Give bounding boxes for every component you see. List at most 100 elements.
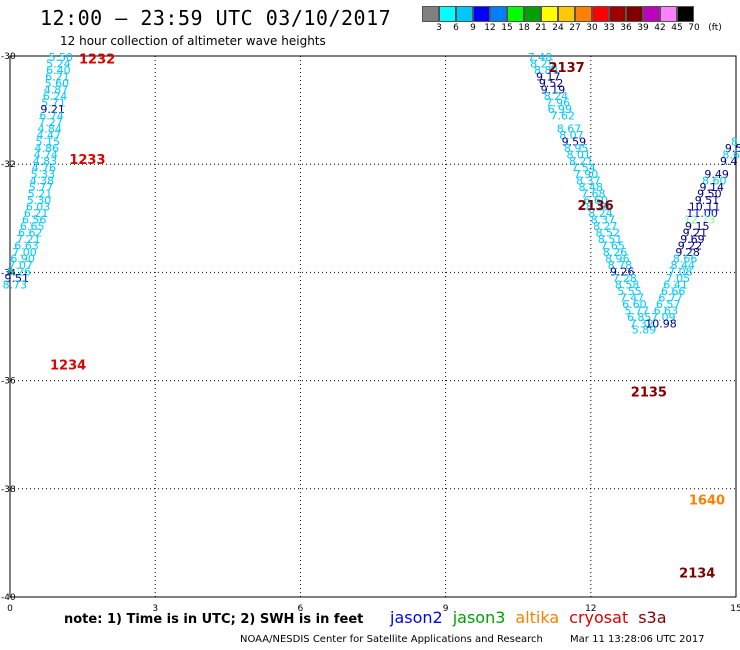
wave-height-label: 6.41: [663, 278, 688, 291]
wave-height-label: 7.07: [8, 259, 33, 272]
wave-height-label: 5.15: [36, 135, 61, 148]
wave-height-label: 7.27: [38, 116, 63, 129]
legend-label: 15: [501, 23, 513, 33]
wave-height-label: 7.90: [574, 168, 599, 181]
wave-height-label: 8.07: [559, 129, 584, 142]
wave-height-label: 8.26: [586, 200, 611, 213]
wave-height-label: 8.6: [722, 148, 740, 161]
wave-height-label: 7.54: [571, 161, 596, 174]
legend-swatch: [592, 6, 609, 22]
legend-label: 9: [470, 23, 476, 33]
wave-height-label: 7.08: [668, 265, 693, 278]
color-legend: [422, 6, 694, 22]
wave-height-label: 8.37: [576, 174, 601, 187]
x-tick-label: 12: [585, 604, 596, 614]
wave-height-label: 7.28: [612, 272, 637, 285]
legend-label: 33: [603, 23, 615, 33]
wave-height-label: 6.77: [658, 291, 683, 304]
wave-height-label: 6.57: [656, 298, 681, 311]
wave-height-label: 5.21: [28, 187, 53, 200]
wave-height-label: 7.47: [620, 291, 645, 304]
legend-label: 27: [569, 23, 581, 33]
satellite-jason3: jason3: [452, 608, 506, 627]
credit-text: NOAA/NESDIS Center for Satellite Applica…: [240, 634, 543, 645]
wave-height-label: 8.24: [544, 90, 569, 103]
wave-height-label: 5.24: [46, 58, 71, 71]
wave-height-label: 8.44: [671, 259, 696, 272]
wave-height-label: 9.5: [725, 142, 740, 155]
y-tick-label: -30: [1, 52, 16, 62]
satellite-s3a: s3a: [638, 608, 667, 627]
wave-height-label: 9.59: [562, 135, 587, 148]
legend-label: 36: [620, 23, 632, 33]
wave-height-label: 5.89: [632, 324, 657, 337]
wave-height-label: 4.74: [34, 148, 59, 161]
pass-time-label: 2136: [578, 199, 614, 214]
wave-height-label: 6.21: [45, 71, 70, 84]
satellite-jason2: jason2: [390, 608, 443, 627]
color-legend-labels: 3 6 9 12 15 18 21 24 27 30 33 36 39 42 45 70 (ft): [422, 23, 740, 35]
legend-swatch: [677, 6, 694, 22]
wave-height-label: 8.73: [3, 278, 28, 291]
y-tick-label: -36: [1, 377, 16, 387]
wave-height-label: 10.11: [689, 200, 721, 213]
wave-height-label: 6.65: [20, 220, 45, 233]
y-tick-label: -40: [1, 593, 16, 603]
wave-height-label: 8.58: [615, 278, 640, 291]
wave-height-label: 4.38: [30, 174, 55, 187]
wave-height-label: 8.66: [673, 252, 698, 265]
wave-height-label: 6.03: [26, 200, 51, 213]
wave-height-label: 7.65: [600, 239, 625, 252]
legend-label: 45: [671, 23, 683, 33]
satellite-cryosat: cryosat: [569, 608, 629, 627]
legend-label: 21: [535, 23, 547, 33]
legend-swatch: [643, 6, 660, 22]
wave-height-label: 7.21: [16, 233, 41, 246]
wave-height-label: 8.26: [603, 246, 628, 259]
satellite-altika: altika: [515, 608, 560, 627]
legend-label: 12: [484, 23, 496, 33]
y-tick-label: -38: [1, 485, 16, 495]
wave-height-label: 9.19: [541, 84, 566, 97]
wave-height-label: 11.00: [686, 207, 718, 220]
wave-height-label: 6.62: [18, 226, 43, 239]
legend-swatch: [558, 6, 575, 22]
x-tick-label: 3: [152, 604, 158, 614]
wave-height-label: 9.51: [695, 194, 720, 207]
wave-height-label: 9.14: [700, 181, 725, 194]
wave-height-label: 8.25: [530, 58, 555, 71]
wave-height-label: 8.60: [702, 174, 727, 187]
wave-height-label: 5.71: [41, 97, 66, 110]
wave-height-label: 9.51: [5, 272, 30, 285]
pass-time-label: 2135: [631, 385, 667, 400]
wave-height-label: 6.63: [654, 304, 679, 317]
wave-height-label: 4.83: [33, 155, 58, 168]
y-tick-label: -32: [1, 160, 16, 170]
wave-height-label: 9.21: [683, 226, 708, 239]
pass-time-label: 1232: [79, 53, 115, 68]
wave-height-label: 9.21: [40, 103, 65, 116]
wave-height-label: 8.48: [579, 181, 604, 194]
x-tick-label: 6: [298, 604, 304, 614]
legend-label: 30: [586, 23, 598, 33]
wave-height-label: 8.26: [6, 265, 31, 278]
wave-height-label: 4.76: [32, 161, 57, 174]
x-tick-label: 0: [7, 604, 13, 614]
wave-height-label: 5.30: [27, 194, 52, 207]
wave-height-label: 5.55: [617, 285, 642, 298]
wave-height-label: 8.96: [605, 252, 630, 265]
legend-label: 70: [688, 23, 700, 33]
wave-height-label: 8.27: [593, 220, 618, 233]
legend-swatch: [439, 6, 456, 22]
legend-label: 39: [637, 23, 649, 33]
wave-height-label: 6.56: [22, 213, 47, 226]
legend-swatch: [660, 6, 677, 22]
x-tick-label: 15: [730, 604, 740, 614]
plot-frame: [9, 55, 737, 598]
wave-height-label: 8.95: [564, 142, 589, 155]
pass-time-label: 2134: [679, 567, 715, 582]
wave-height-label: 5.33: [31, 168, 56, 181]
wave-height-label: 4.84: [37, 122, 62, 135]
satellite-key: jason2 jason3 altika cryosat s3a: [390, 608, 677, 627]
